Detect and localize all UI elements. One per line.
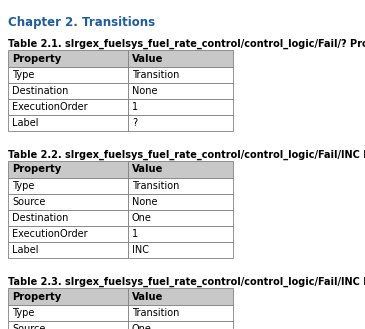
Text: Destination: Destination [12, 213, 68, 223]
Text: None: None [132, 197, 158, 207]
Bar [8, 288, 128, 305]
Text: None: None [132, 86, 158, 96]
Text: Type: Type [12, 181, 34, 191]
Bar [8, 99, 128, 115]
Text: Table 2.2. slrgex_fuelsys_fuel_rate_control/control_logic/Fail/INC Properties: Table 2.2. slrgex_fuelsys_fuel_rate_cont… [8, 150, 365, 160]
Text: Destination: Destination [12, 86, 68, 96]
Text: Source: Source [12, 324, 45, 329]
Text: Label: Label [12, 118, 38, 128]
Text: 1: 1 [132, 229, 138, 239]
Bar [128, 115, 233, 131]
Text: Value: Value [132, 291, 164, 301]
Text: Transition: Transition [132, 70, 179, 80]
Text: ExecutionOrder: ExecutionOrder [12, 102, 88, 112]
Bar [8, 242, 128, 258]
Text: One: One [132, 213, 152, 223]
Text: ?: ? [132, 118, 137, 128]
Bar [8, 178, 128, 194]
Text: Chapter 2. Transitions: Chapter 2. Transitions [8, 16, 155, 29]
Text: 1: 1 [132, 102, 138, 112]
Bar [8, 161, 128, 178]
Text: Type: Type [12, 308, 34, 318]
Bar [128, 194, 233, 210]
Bar [8, 194, 128, 210]
Bar [128, 242, 233, 258]
Bar [128, 226, 233, 242]
Bar [128, 161, 233, 178]
Text: Value: Value [132, 54, 164, 63]
Bar [8, 226, 128, 242]
Bar [8, 50, 128, 67]
Bar [128, 178, 233, 194]
Bar [8, 83, 128, 99]
Text: Type: Type [12, 70, 34, 80]
Text: Label: Label [12, 245, 38, 255]
Bar [128, 83, 233, 99]
Text: Table 2.3. slrgex_fuelsys_fuel_rate_control/control_logic/Fail/INC Properties: Table 2.3. slrgex_fuelsys_fuel_rate_cont… [8, 277, 365, 287]
Bar [8, 67, 128, 83]
Bar [128, 67, 233, 83]
Bar [8, 210, 128, 226]
Text: ExecutionOrder: ExecutionOrder [12, 229, 88, 239]
Text: Property: Property [12, 54, 61, 63]
Bar [128, 305, 233, 321]
Bar [8, 321, 128, 329]
Bar [128, 50, 233, 67]
Bar [128, 321, 233, 329]
Text: Property: Property [12, 164, 61, 174]
Text: Value: Value [132, 164, 164, 174]
Bar [8, 115, 128, 131]
Text: Table 2.1. slrgex_fuelsys_fuel_rate_control/control_logic/Fail/? Properties: Table 2.1. slrgex_fuelsys_fuel_rate_cont… [8, 38, 365, 49]
Text: Property: Property [12, 291, 61, 301]
Text: Transition: Transition [132, 181, 179, 191]
Bar [8, 305, 128, 321]
Text: INC: INC [132, 245, 149, 255]
Text: One: One [132, 324, 152, 329]
Text: Source: Source [12, 197, 45, 207]
Bar [128, 210, 233, 226]
Text: Transition: Transition [132, 308, 179, 318]
Bar [128, 288, 233, 305]
Bar [128, 99, 233, 115]
